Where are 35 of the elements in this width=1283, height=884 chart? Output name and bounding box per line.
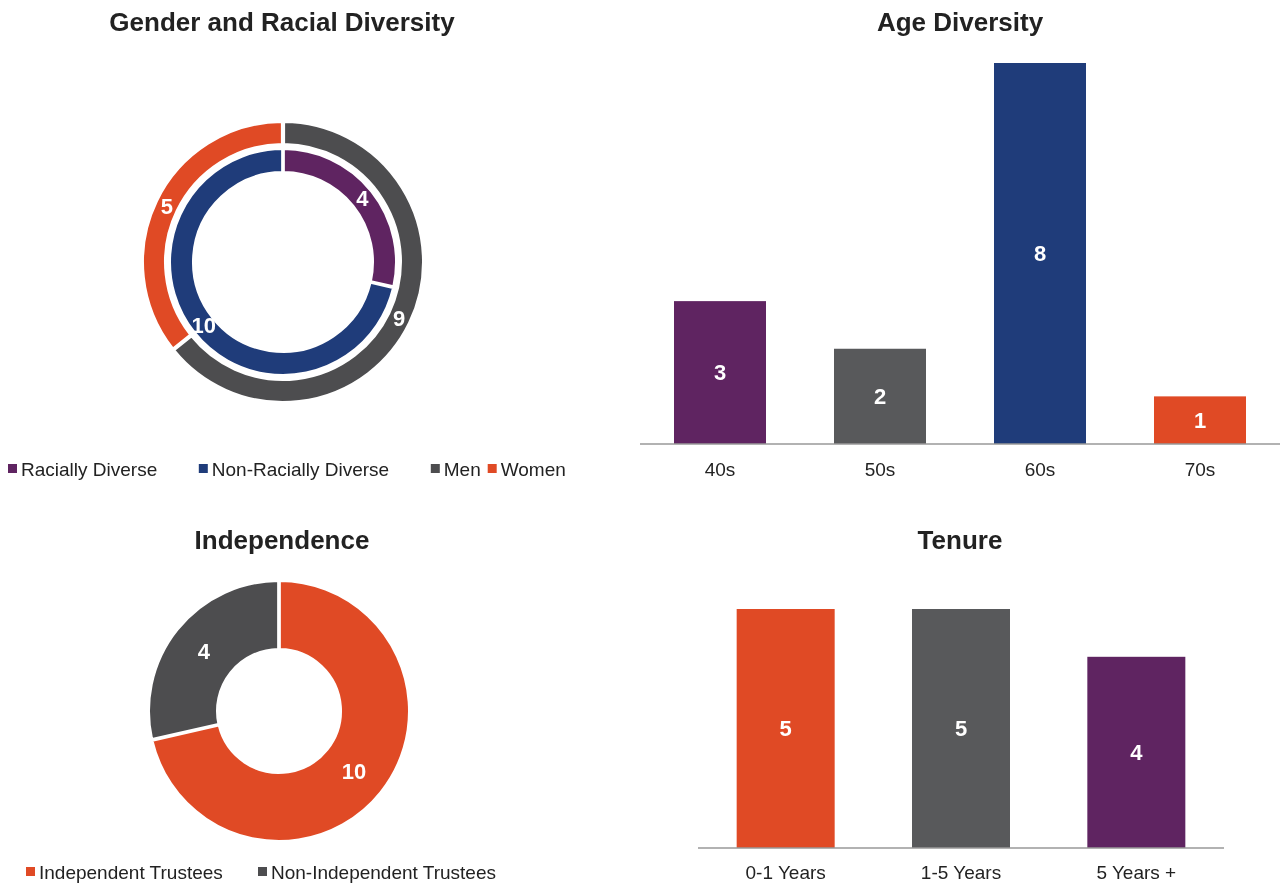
data-label: 5 [954, 716, 968, 742]
legend-label: Racially Diverse [21, 458, 158, 480]
chart-title: Independence [194, 525, 370, 556]
data-label: 4 [197, 638, 211, 664]
legend-label: Non-Racially Diverse [211, 458, 390, 480]
data-label: 8 [1033, 241, 1047, 267]
bar [674, 301, 766, 444]
chart-title: Gender and Racial Diversity [109, 7, 456, 38]
data-label: 1 [1193, 407, 1207, 433]
x-tick-label: 60s [1024, 458, 1056, 480]
bar [994, 63, 1086, 444]
x-tick-label: 50s [864, 458, 896, 480]
data-label: 10 [191, 312, 216, 338]
legend-label: Women [500, 458, 566, 480]
data-label: 10 [341, 758, 367, 784]
x-tick-label: 1-5 Years [920, 861, 1002, 883]
legend-label: Non-Independent Trustees [271, 861, 496, 883]
legend-label: Independent Trustees [39, 861, 223, 883]
data-label: 4 [1130, 740, 1144, 766]
data-label: 5 [779, 716, 792, 742]
data-label: 2 [873, 384, 887, 410]
data-label: 4 [356, 186, 370, 212]
chart-title: Tenure [917, 525, 1003, 556]
chart-title: Age Diversity [876, 7, 1044, 38]
data-label: 9 [393, 305, 406, 331]
bar [834, 348, 926, 444]
x-tick-label: 5 Years + [1096, 861, 1177, 883]
x-tick-label: 40s [704, 458, 736, 480]
legend-label: Men [443, 458, 481, 480]
x-tick-label: 0-1 Years [745, 861, 826, 883]
donut-slice [151, 580, 410, 842]
data-label: 3 [713, 360, 727, 386]
bar [1154, 396, 1246, 444]
data-label: 5 [160, 193, 173, 219]
x-tick-label: 70s [1184, 458, 1216, 480]
